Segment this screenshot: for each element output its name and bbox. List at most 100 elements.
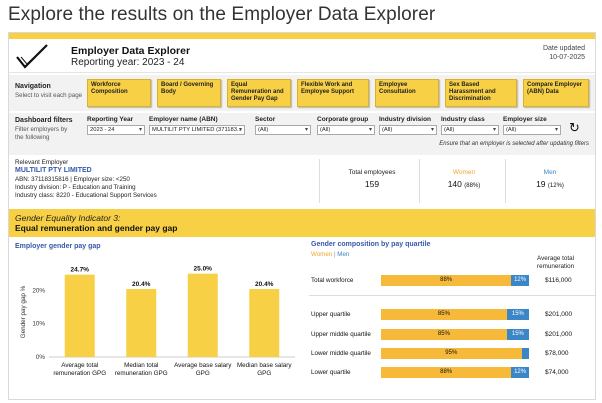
banner-title: Employer Data Explorer bbox=[71, 45, 191, 57]
men-bar-segment: 12% bbox=[511, 367, 529, 378]
filter-select-industry-division[interactable]: (All) bbox=[379, 125, 437, 135]
filter-select-employer-size[interactable]: (All) bbox=[503, 125, 561, 135]
filter-select-corporate-group[interactable]: (All) bbox=[317, 125, 375, 135]
women-bar-segment: 85% bbox=[381, 329, 507, 340]
category-label: remuneration GPG bbox=[53, 370, 106, 377]
y-tick-label: 10% bbox=[32, 321, 45, 328]
navigation-sub: Select to visit each page bbox=[15, 92, 83, 99]
men-percent: (12%) bbox=[547, 183, 564, 189]
pay-gap-bar bbox=[249, 289, 280, 357]
stats-divider bbox=[419, 159, 420, 203]
men-count: 19 (12%) bbox=[505, 179, 595, 189]
checkmark-logo-icon bbox=[16, 44, 48, 69]
women-percent: (88%) bbox=[464, 183, 481, 189]
pay-gap-bar-chart: Gender pay gap % 0% 10% 20% 24.7% Average tot… bbox=[20, 266, 295, 377]
category-label: Median total bbox=[124, 362, 158, 369]
women-count: 140 (88%) bbox=[419, 179, 509, 189]
nav-button-compare-employer[interactable]: Compare Employer (ABN) Data bbox=[523, 79, 589, 107]
category-label: GPG bbox=[196, 370, 210, 377]
women-bar-segment: 85% bbox=[381, 309, 507, 320]
quartile-chart-title: Gender composition by pay quartile bbox=[311, 241, 431, 248]
category-label: GPG bbox=[257, 370, 271, 377]
employer-abn: ABN: 37118315816 | Employer size: <250 bbox=[15, 176, 130, 183]
women-bar-segment: 95% bbox=[381, 348, 522, 359]
quartile-row-label: Upper middle quartile bbox=[311, 331, 371, 338]
filters-sub: Filter employers by the following bbox=[15, 126, 68, 141]
remuneration-header-line: remuneration bbox=[537, 263, 575, 270]
men-value: 19 bbox=[536, 179, 546, 189]
refresh-icon[interactable]: ↻ bbox=[569, 121, 580, 136]
remuneration-value: $201,000 bbox=[545, 311, 573, 318]
quartile-separator bbox=[309, 295, 595, 296]
filter-label-employer-size: Employer size bbox=[503, 116, 547, 123]
quartile-row-label: Lower quartile bbox=[311, 369, 351, 376]
men-bar-segment: 12% bbox=[511, 275, 529, 286]
quartile-chart-panel: Gender composition by pay quartile Women… bbox=[309, 239, 595, 399]
remuneration-value: $116,000 bbox=[545, 277, 572, 284]
employer-name: MULTILIT PTY LIMITED bbox=[15, 167, 92, 174]
category-label: Median base salary bbox=[237, 362, 292, 369]
reporting-year-text: Reporting year: 2023 - 24 bbox=[71, 57, 185, 68]
nav-button-flexible-work[interactable]: Flexible Work and Employee Support bbox=[297, 79, 369, 107]
men-label: Men bbox=[543, 169, 557, 176]
indicator-subtitle: Equal remuneration and gender pay gap bbox=[15, 223, 178, 233]
date-updated-label: Date updated bbox=[542, 45, 585, 52]
filter-label-employer-name: Employer name (ABN) bbox=[149, 116, 218, 123]
filter-label-sector: Sector bbox=[255, 116, 276, 123]
legend-women: Women bbox=[311, 251, 333, 258]
filter-bar: Dashboard filters Filter employers by th… bbox=[9, 113, 595, 155]
men-bar-segment: 15% bbox=[506, 329, 529, 340]
quartile-legend: Women | Men bbox=[311, 251, 349, 258]
pay-gap-bar-label: 20.4% bbox=[132, 281, 151, 288]
quartile-row-label: Total workforce bbox=[311, 277, 354, 284]
remuneration-header-line: Average total bbox=[537, 255, 574, 262]
nav-button-sex-based-harassment[interactable]: Sex Based Harassment and Discrimination bbox=[445, 79, 517, 107]
filter-select-employer-name[interactable]: MULTILIT PTY LIMITED (371183... bbox=[149, 125, 245, 135]
nav-button-employee-consultation[interactable]: Employee Consultation bbox=[375, 79, 439, 107]
filters-label: Dashboard filters bbox=[15, 117, 73, 124]
nav-button-workforce-composition[interactable]: Workforce Composition bbox=[87, 79, 151, 107]
men-bar-segment bbox=[521, 348, 529, 359]
employer-industry-class: Industry class: 8220 - Educational Suppo… bbox=[15, 192, 157, 199]
pay-gap-chart-title: Employer gender pay gap bbox=[15, 243, 101, 250]
y-tick-label: 20% bbox=[32, 287, 45, 294]
filter-label-industry-class: Industry class bbox=[441, 116, 485, 123]
page-heading: Explore the results on the Employer Data… bbox=[8, 4, 436, 25]
remuneration-value: $74,000 bbox=[545, 369, 569, 376]
navigation-label: Navigation bbox=[15, 83, 51, 90]
pay-gap-bar-label: 25.0% bbox=[194, 266, 213, 273]
banner-accent-bar bbox=[9, 33, 595, 39]
filter-select-sector[interactable]: (All) bbox=[255, 125, 311, 135]
quartile-row-label: Upper quartile bbox=[311, 311, 351, 318]
quartile-row-label: Lower middle quartile bbox=[311, 350, 371, 357]
nav-button-board[interactable]: Board / Governing Body bbox=[157, 79, 221, 107]
filter-select-industry-class[interactable]: (All) bbox=[441, 125, 499, 135]
pay-gap-bar-label: 20.4% bbox=[255, 281, 274, 288]
men-bar-segment: 15% bbox=[506, 309, 529, 320]
legend-separator: | bbox=[333, 251, 336, 258]
total-employees-label: Total employees bbox=[348, 169, 396, 176]
date-updated-value: 10-07-2025 bbox=[549, 54, 585, 61]
nav-button-equal-remuneration[interactable]: Equal Remuneration and Gender Pay Gap bbox=[227, 79, 291, 107]
total-employees-value: 159 bbox=[364, 179, 380, 189]
dashboard-frame: Employer Data Explorer Reporting year: 2… bbox=[8, 32, 596, 400]
filter-select-reporting-year[interactable]: 2023 - 24 bbox=[87, 125, 145, 135]
quartile-bar-track: 85% 15% bbox=[381, 309, 529, 320]
stats-divider bbox=[319, 159, 320, 203]
indicator-title: Gender Equality Indicator 3: bbox=[15, 213, 121, 223]
filter-label-reporting-year: Reporting Year bbox=[87, 116, 134, 123]
dashboard-banner: Employer Data Explorer Reporting year: 2… bbox=[9, 33, 595, 73]
women-label: Women bbox=[452, 169, 476, 176]
relevant-employer-label: Relevant Employer bbox=[15, 159, 69, 166]
category-label: Average total bbox=[61, 362, 98, 369]
quartile-bar-track: 95% bbox=[381, 348, 529, 359]
stats-divider bbox=[505, 159, 506, 203]
women-bar-segment: 88% bbox=[381, 367, 512, 378]
pay-gap-bar bbox=[126, 289, 157, 357]
remuneration-value: $201,000 bbox=[545, 331, 573, 338]
employer-summary: Relevant Employer MULTILIT PTY LIMITED A… bbox=[9, 157, 595, 207]
remuneration-value: $78,000 bbox=[545, 350, 569, 357]
legend-men: Men bbox=[337, 251, 350, 258]
category-label: Average base salary bbox=[174, 362, 232, 369]
y-tick-label: 0% bbox=[36, 354, 46, 361]
